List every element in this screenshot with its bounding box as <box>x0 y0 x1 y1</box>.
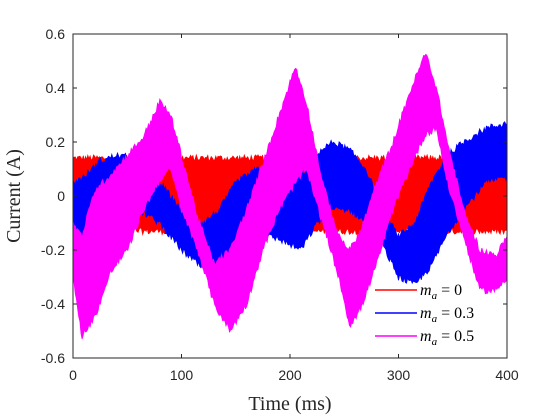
x-tick-label: 300 <box>387 367 411 383</box>
y-tick-label: -0.2 <box>41 242 65 258</box>
y-tick-label: 0 <box>57 188 65 204</box>
x-axis-label: Time (ms) <box>248 393 331 415</box>
y-tick-label: -0.6 <box>41 350 65 366</box>
x-tick-label: 0 <box>69 367 77 383</box>
y-tick-label: 0.2 <box>46 134 66 150</box>
legend-entry-1: ma = 0.3 <box>420 305 474 325</box>
legend-entry-2: ma = 0.5 <box>420 328 474 348</box>
legend: ma = 0 ma = 0.3 ma = 0.5 <box>375 282 474 348</box>
x-tick-label: 100 <box>170 367 194 383</box>
x-tick-label: 200 <box>278 367 302 383</box>
y-axis-label: Current (A) <box>3 149 25 243</box>
x-tick-label: 400 <box>495 367 519 383</box>
y-tick-label: 0.6 <box>46 26 66 42</box>
plot-area <box>73 53 507 340</box>
y-tick-label: 0.4 <box>46 80 66 96</box>
tick-labels: 0 100 200 300 400 -0.6 -0.4 -0.2 0 0.2 0.4 0.6 <box>41 26 519 383</box>
y-tick-label: -0.4 <box>41 296 65 312</box>
legend-entry-0: ma = 0 <box>420 282 462 302</box>
axes <box>72 33 508 359</box>
series-trace-2 <box>73 61 507 329</box>
